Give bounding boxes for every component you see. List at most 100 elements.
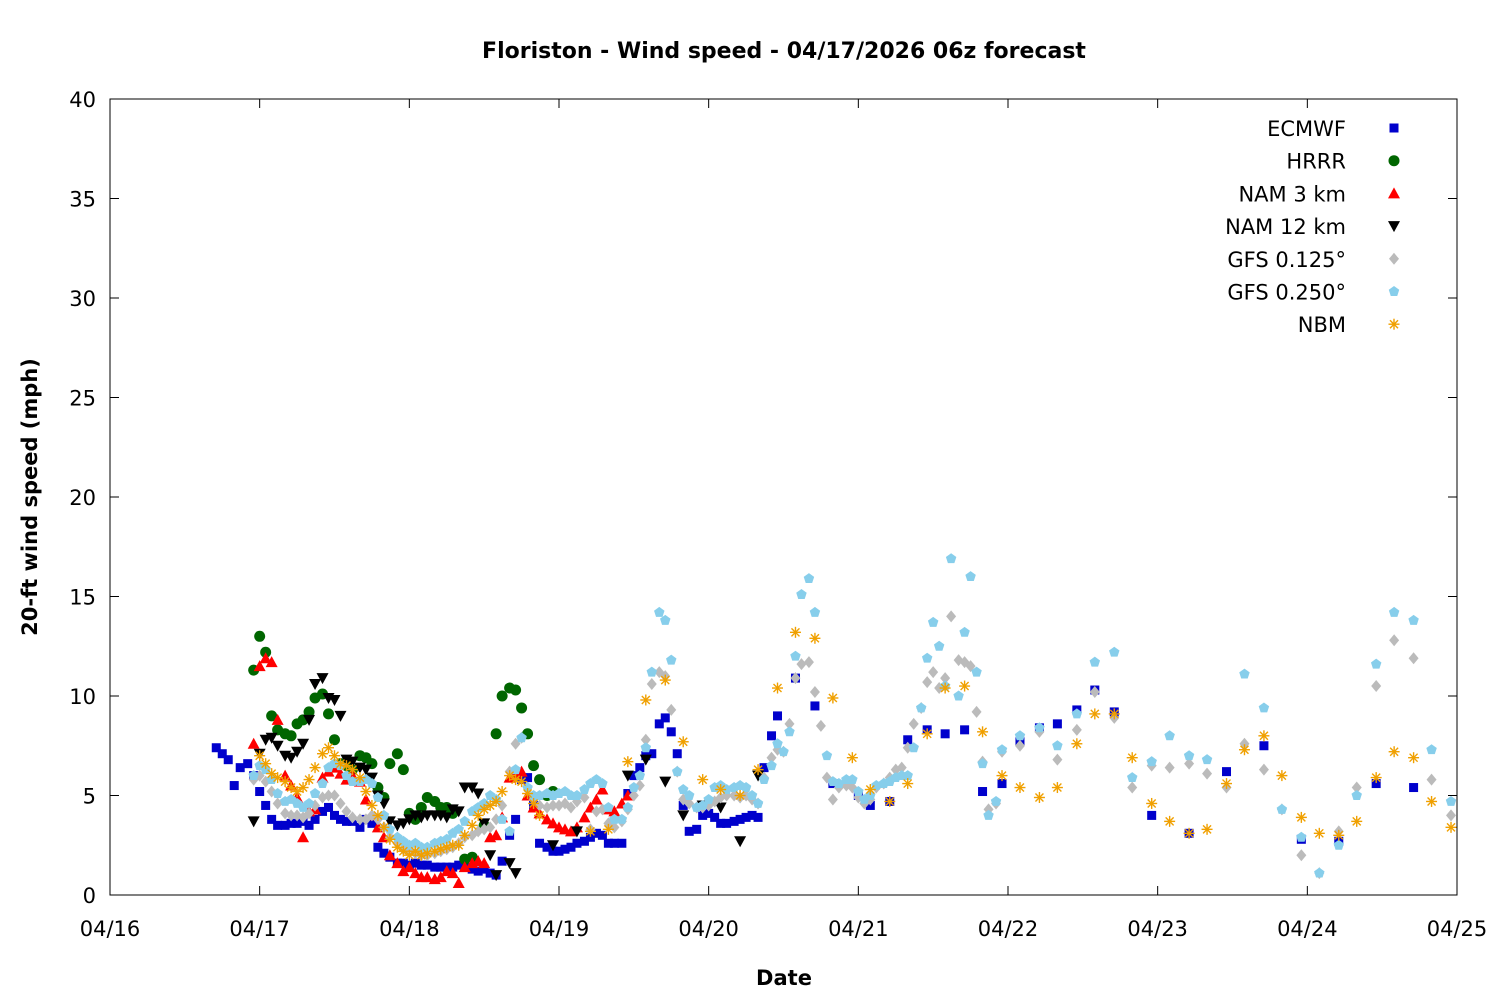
data-point (259, 652, 272, 664)
data-point (635, 763, 645, 773)
y-tick-label: 20 (69, 486, 96, 510)
data-point (285, 782, 297, 794)
data-point (496, 690, 508, 702)
data-point (585, 832, 595, 842)
data-point (1371, 680, 1382, 693)
data-point (1408, 652, 1419, 665)
data-point (560, 844, 570, 854)
x-tick-label: 04/17 (229, 917, 290, 941)
data-point (1258, 702, 1270, 713)
data-point (1184, 757, 1195, 770)
data-point (1333, 839, 1344, 850)
data-point (1351, 781, 1362, 794)
data-point (903, 735, 913, 745)
data-point (784, 717, 795, 730)
data-point (496, 786, 508, 798)
data-point (285, 752, 298, 764)
data-point (590, 793, 603, 805)
data-point (579, 836, 589, 846)
data-point (1014, 739, 1025, 752)
data-point (945, 553, 957, 564)
data-point (254, 750, 266, 762)
data-point (547, 840, 560, 852)
data-point (330, 810, 339, 820)
data-point (1388, 606, 1400, 617)
data-point (323, 708, 335, 720)
data-point (373, 842, 383, 852)
data-point (572, 838, 582, 848)
data-point (1147, 810, 1157, 820)
data-point (466, 782, 479, 794)
data-point (303, 706, 315, 718)
data-point (273, 820, 283, 830)
data-point (571, 790, 583, 800)
data-point (659, 776, 672, 788)
data-point (522, 788, 534, 800)
data-point (1109, 646, 1120, 657)
data-point (677, 810, 690, 822)
data-point (810, 701, 820, 711)
data-point (409, 867, 422, 879)
data-point (902, 770, 913, 781)
data-point (621, 770, 634, 782)
data-point (490, 829, 503, 841)
data-point (335, 797, 346, 810)
data-point (347, 776, 358, 787)
data-point (318, 806, 328, 816)
data-point (310, 814, 320, 824)
data-point (677, 784, 689, 794)
data-point (734, 790, 746, 801)
data-point (622, 756, 634, 768)
data-point (266, 768, 278, 780)
data-point (1126, 772, 1138, 783)
data-point (1052, 719, 1062, 729)
x-tick-label: 04/18 (379, 917, 440, 941)
data-point (1183, 827, 1195, 839)
data-point (766, 760, 777, 771)
y-tick-label: 35 (69, 188, 96, 212)
data-point (384, 833, 396, 845)
data-point (340, 760, 352, 772)
legend-label: NAM 12 km (1225, 215, 1346, 239)
data-point (440, 812, 453, 824)
data-point (609, 813, 620, 824)
data-point (1409, 783, 1419, 793)
data-point (1051, 782, 1063, 794)
data-point (329, 750, 340, 762)
data-point (341, 816, 351, 826)
data-point (833, 778, 845, 789)
data-point (516, 702, 528, 714)
data-point (640, 694, 652, 706)
data-point (977, 758, 988, 769)
data-point (773, 711, 783, 721)
data-point (303, 797, 315, 808)
data-point (1222, 767, 1232, 777)
data-point (459, 815, 470, 826)
data-point (466, 819, 478, 831)
data-point (1446, 809, 1457, 822)
data-point (1089, 686, 1100, 699)
data-point (548, 799, 559, 812)
data-point (789, 626, 801, 638)
data-point (634, 770, 646, 781)
data-point (946, 610, 957, 623)
data-point (504, 825, 515, 836)
data-point (654, 719, 664, 729)
data-point (467, 864, 477, 874)
data-point (354, 813, 365, 826)
data-point (248, 770, 259, 781)
data-point (1071, 723, 1082, 736)
data-point (921, 652, 933, 663)
data-point (434, 871, 447, 883)
data-point (360, 786, 372, 798)
legend-label: HRRR (1286, 150, 1346, 174)
data-point (1052, 753, 1063, 766)
data-point (1033, 791, 1045, 803)
data-point (796, 658, 807, 671)
data-point (971, 705, 982, 718)
data-point (821, 750, 833, 761)
data-point (372, 791, 384, 802)
data-point (446, 867, 459, 879)
data-point (410, 858, 420, 868)
